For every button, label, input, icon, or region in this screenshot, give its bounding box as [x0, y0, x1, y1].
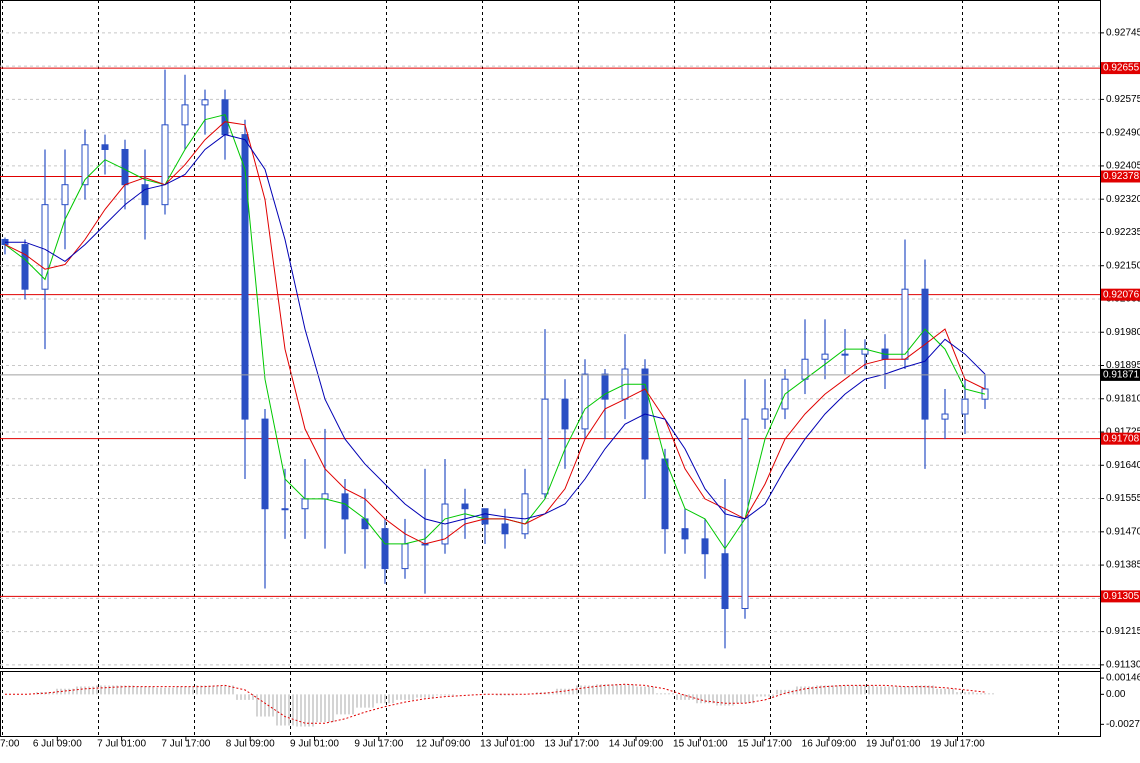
candle-body	[241, 134, 249, 420]
x-tick-label: 6 Jul 09:00	[33, 739, 82, 750]
x-tick-label: 7 Jul 17:00	[161, 739, 210, 750]
candle-body	[161, 124, 169, 206]
candle-body	[581, 373, 589, 430]
candle-body	[821, 353, 829, 360]
candle-body	[901, 288, 909, 360]
level-label-box	[1101, 170, 1140, 183]
level-label: 0.91708	[1103, 433, 1140, 444]
candle-body	[681, 528, 689, 540]
x-tick-label: 13 Jul 17:00	[544, 739, 599, 750]
candle-body	[381, 528, 389, 570]
candle-body	[301, 498, 309, 510]
x-tick-label: 12 Jul 09:00	[416, 739, 471, 750]
y-tick-label: 0.91725	[1106, 427, 1140, 438]
last-price-box	[1101, 368, 1140, 381]
x-tick-label: 19 Jul 17:00	[930, 739, 985, 750]
y-tick-label: 0.91385	[1106, 560, 1140, 571]
level-label: 0.92378	[1103, 171, 1140, 182]
candle-body	[141, 184, 149, 206]
x-tick-label: 9 Jul 17:00	[354, 739, 403, 750]
candle-body	[181, 104, 189, 126]
candle-body	[561, 398, 569, 430]
level-label: 0.92076	[1103, 289, 1140, 300]
moving-average-line	[5, 134, 986, 525]
y-tick-label: 0.91640	[1106, 460, 1140, 471]
candle-body	[221, 99, 229, 136]
candle-body	[121, 148, 129, 186]
level-label-box	[1101, 432, 1140, 445]
x-tick-label: 7:00	[0, 739, 20, 750]
y-tick-label: 0.91810	[1106, 393, 1140, 404]
y-tick-label: 0.92320	[1106, 194, 1140, 205]
candle-body	[941, 413, 949, 420]
candle-body	[461, 503, 469, 510]
level-label: 0.92655	[1103, 63, 1140, 74]
moving-average-line	[4, 121, 986, 545]
y-tick-label: -0.0027	[1106, 719, 1140, 730]
y-tick-label: 0.92150	[1106, 260, 1140, 271]
level-label-box	[1101, 288, 1140, 301]
y-tick-label: 0.91470	[1106, 526, 1140, 537]
candle-body	[741, 418, 749, 610]
candle-body	[701, 538, 709, 555]
x-tick-label: 19 Jul 01:00	[866, 739, 921, 750]
candle-body	[81, 144, 89, 186]
candle-body	[361, 518, 369, 530]
candle-body	[61, 184, 69, 206]
candle-body	[501, 523, 509, 535]
candle-body	[341, 493, 349, 520]
vertical-grid	[2, 0, 1059, 737]
y-tick-label: 0.91130	[1106, 660, 1140, 671]
y-tick-label: 0.92490	[1106, 127, 1140, 138]
y-tick-label: 0.92235	[1106, 227, 1140, 238]
candle-body	[201, 99, 209, 106]
x-tick-label: 9 Jul 01:00	[290, 739, 339, 750]
candle-body	[841, 353, 849, 356]
y-tick-label: 0.92575	[1106, 94, 1140, 105]
candle-body	[801, 358, 809, 380]
candle-body	[401, 543, 409, 570]
y-tick-label: 0.91555	[1106, 493, 1140, 504]
x-tick-label: 15 Jul 01:00	[673, 739, 728, 750]
candle-body	[481, 508, 489, 525]
candle-body	[761, 408, 769, 420]
candle-body	[961, 398, 969, 415]
candle-body	[101, 144, 109, 150]
candle-body	[721, 553, 729, 610]
y-tick-label: 0.91895	[1106, 360, 1140, 371]
level-label: 0.91305	[1103, 591, 1140, 602]
x-tick-label: 8 Jul 09:00	[226, 739, 275, 750]
y-tick-label: 0.92745	[1106, 28, 1140, 39]
candle-body	[321, 493, 329, 500]
candle-body	[541, 398, 549, 495]
last-price-label: 0.91871	[1103, 370, 1140, 381]
candle-body	[281, 508, 289, 511]
x-tick-label: 13 Jul 01:00	[480, 739, 535, 750]
candle-body	[41, 204, 49, 290]
candle-body	[921, 288, 929, 420]
x-tick-label: 7 Jul 01:00	[97, 739, 146, 750]
candle-body	[521, 493, 529, 535]
level-label-box	[1101, 62, 1140, 75]
x-tick-label: 16 Jul 09:00	[802, 739, 857, 750]
candle-body	[21, 244, 29, 290]
candle-body	[601, 373, 609, 400]
candle-body	[261, 418, 269, 510]
y-tick-label: 0.00	[1106, 689, 1126, 700]
y-tick-label: 0.92405	[1106, 161, 1140, 172]
x-tick-label: 14 Jul 09:00	[609, 739, 664, 750]
y-tick-label: 0.91980	[1106, 327, 1140, 338]
y-tick-label: 0.91215	[1106, 626, 1140, 637]
level-label-box	[1101, 590, 1140, 603]
y-tick-label: 0.001463	[1106, 673, 1140, 684]
x-tick-label: 15 Jul 17:00	[737, 739, 792, 750]
candle-body	[661, 458, 669, 530]
